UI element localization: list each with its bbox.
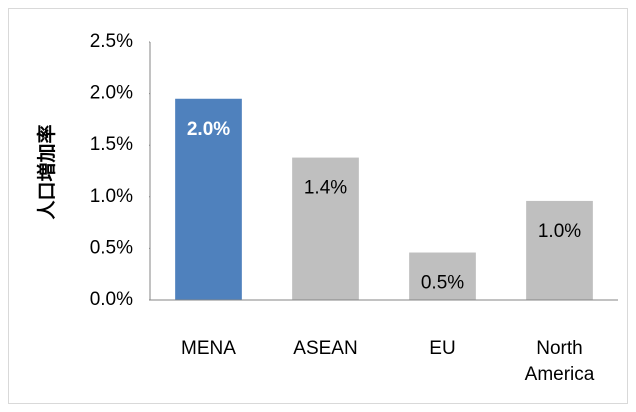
bar — [292, 157, 359, 300]
x-tick-label: ASEAN — [293, 338, 358, 359]
y-tick-label: 1.5% — [90, 134, 133, 155]
y-tick-label: 0.5% — [90, 237, 133, 258]
bar — [526, 200, 593, 300]
y-tick-label: 2.0% — [90, 83, 133, 104]
bar — [175, 98, 242, 300]
x-tick-label: North America — [524, 338, 595, 385]
value-label: 1.4% — [304, 178, 347, 199]
x-tick-label: EU — [429, 338, 456, 359]
value-label: 2.0% — [187, 119, 230, 140]
y-tick-label: 2.5% — [90, 31, 133, 52]
value-label: 1.0% — [538, 221, 581, 242]
value-label: 0.5% — [421, 273, 464, 294]
y-tick-label: 0.0% — [90, 289, 133, 310]
y-tick-label: 1.0% — [90, 186, 133, 207]
bar — [409, 252, 476, 300]
chart-border — [8, 8, 628, 404]
x-tick-label: MENA — [181, 338, 236, 359]
y-axis-label: 人口増加率 — [35, 124, 58, 219]
